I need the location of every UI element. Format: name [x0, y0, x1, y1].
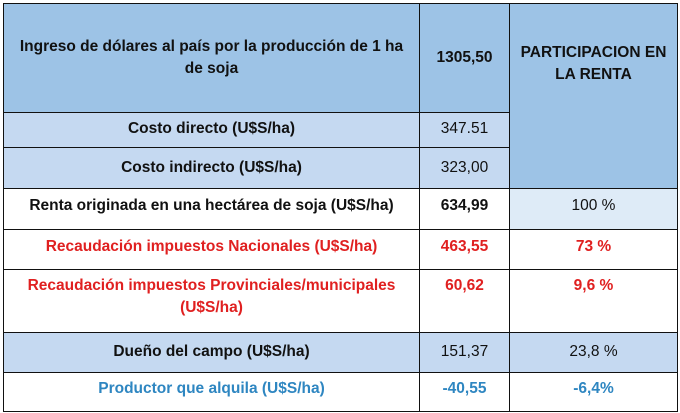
row-label: Recaudación impuestos Provinciales/munic… — [3, 269, 420, 333]
row-label: Dueño del campo (U$S/ha) — [3, 332, 420, 373]
header-title: Ingreso de dólares al país por la produc… — [3, 3, 420, 113]
table-row: Dueño del campo (U$S/ha) 151,37 23,8 % — [3, 332, 678, 373]
row-value: -40,55 — [419, 372, 510, 412]
row-share: 100 % — [509, 188, 678, 230]
row-label: Renta originada en una hectárea de soja … — [3, 188, 420, 230]
row-share: -6,4% — [509, 372, 678, 412]
row-value: 60,62 — [419, 269, 510, 333]
row-value: 347.51 — [419, 112, 510, 148]
table-row: Recaudación impuestos Provinciales/munic… — [3, 269, 678, 333]
row-value: 634,99 — [419, 188, 510, 230]
soy-income-table: Ingreso de dólares al país por la produc… — [3, 3, 678, 412]
row-share: 73 % — [509, 229, 678, 270]
row-share: 23,8 % — [509, 332, 678, 373]
table-header-row: Ingreso de dólares al país por la produc… — [3, 3, 678, 189]
table-row: Recaudación impuestos Nacionales (U$S/ha… — [3, 229, 678, 270]
table-row: Renta originada en una hectárea de soja … — [3, 188, 678, 230]
row-value: 151,37 — [419, 332, 510, 373]
table-row: Productor que alquila (U$S/ha) -40,55 -6… — [3, 372, 678, 412]
row-label: Costo directo (U$S/ha) — [3, 112, 420, 148]
row-value: 323,00 — [419, 147, 510, 189]
row-share: 9,6 % — [509, 269, 678, 333]
row-label: Recaudación impuestos Nacionales (U$S/ha… — [3, 229, 420, 270]
row-label: Productor que alquila (U$S/ha) — [3, 372, 420, 412]
row-value: 463,55 — [419, 229, 510, 270]
header-value: 1305,50 — [419, 3, 510, 113]
row-label: Costo indirecto (U$S/ha) — [3, 147, 420, 189]
table-row: Costo directo (U$S/ha) 347.51 — [3, 112, 678, 148]
participation-header: PARTICIPACION EN LA RENTA — [509, 3, 678, 189]
